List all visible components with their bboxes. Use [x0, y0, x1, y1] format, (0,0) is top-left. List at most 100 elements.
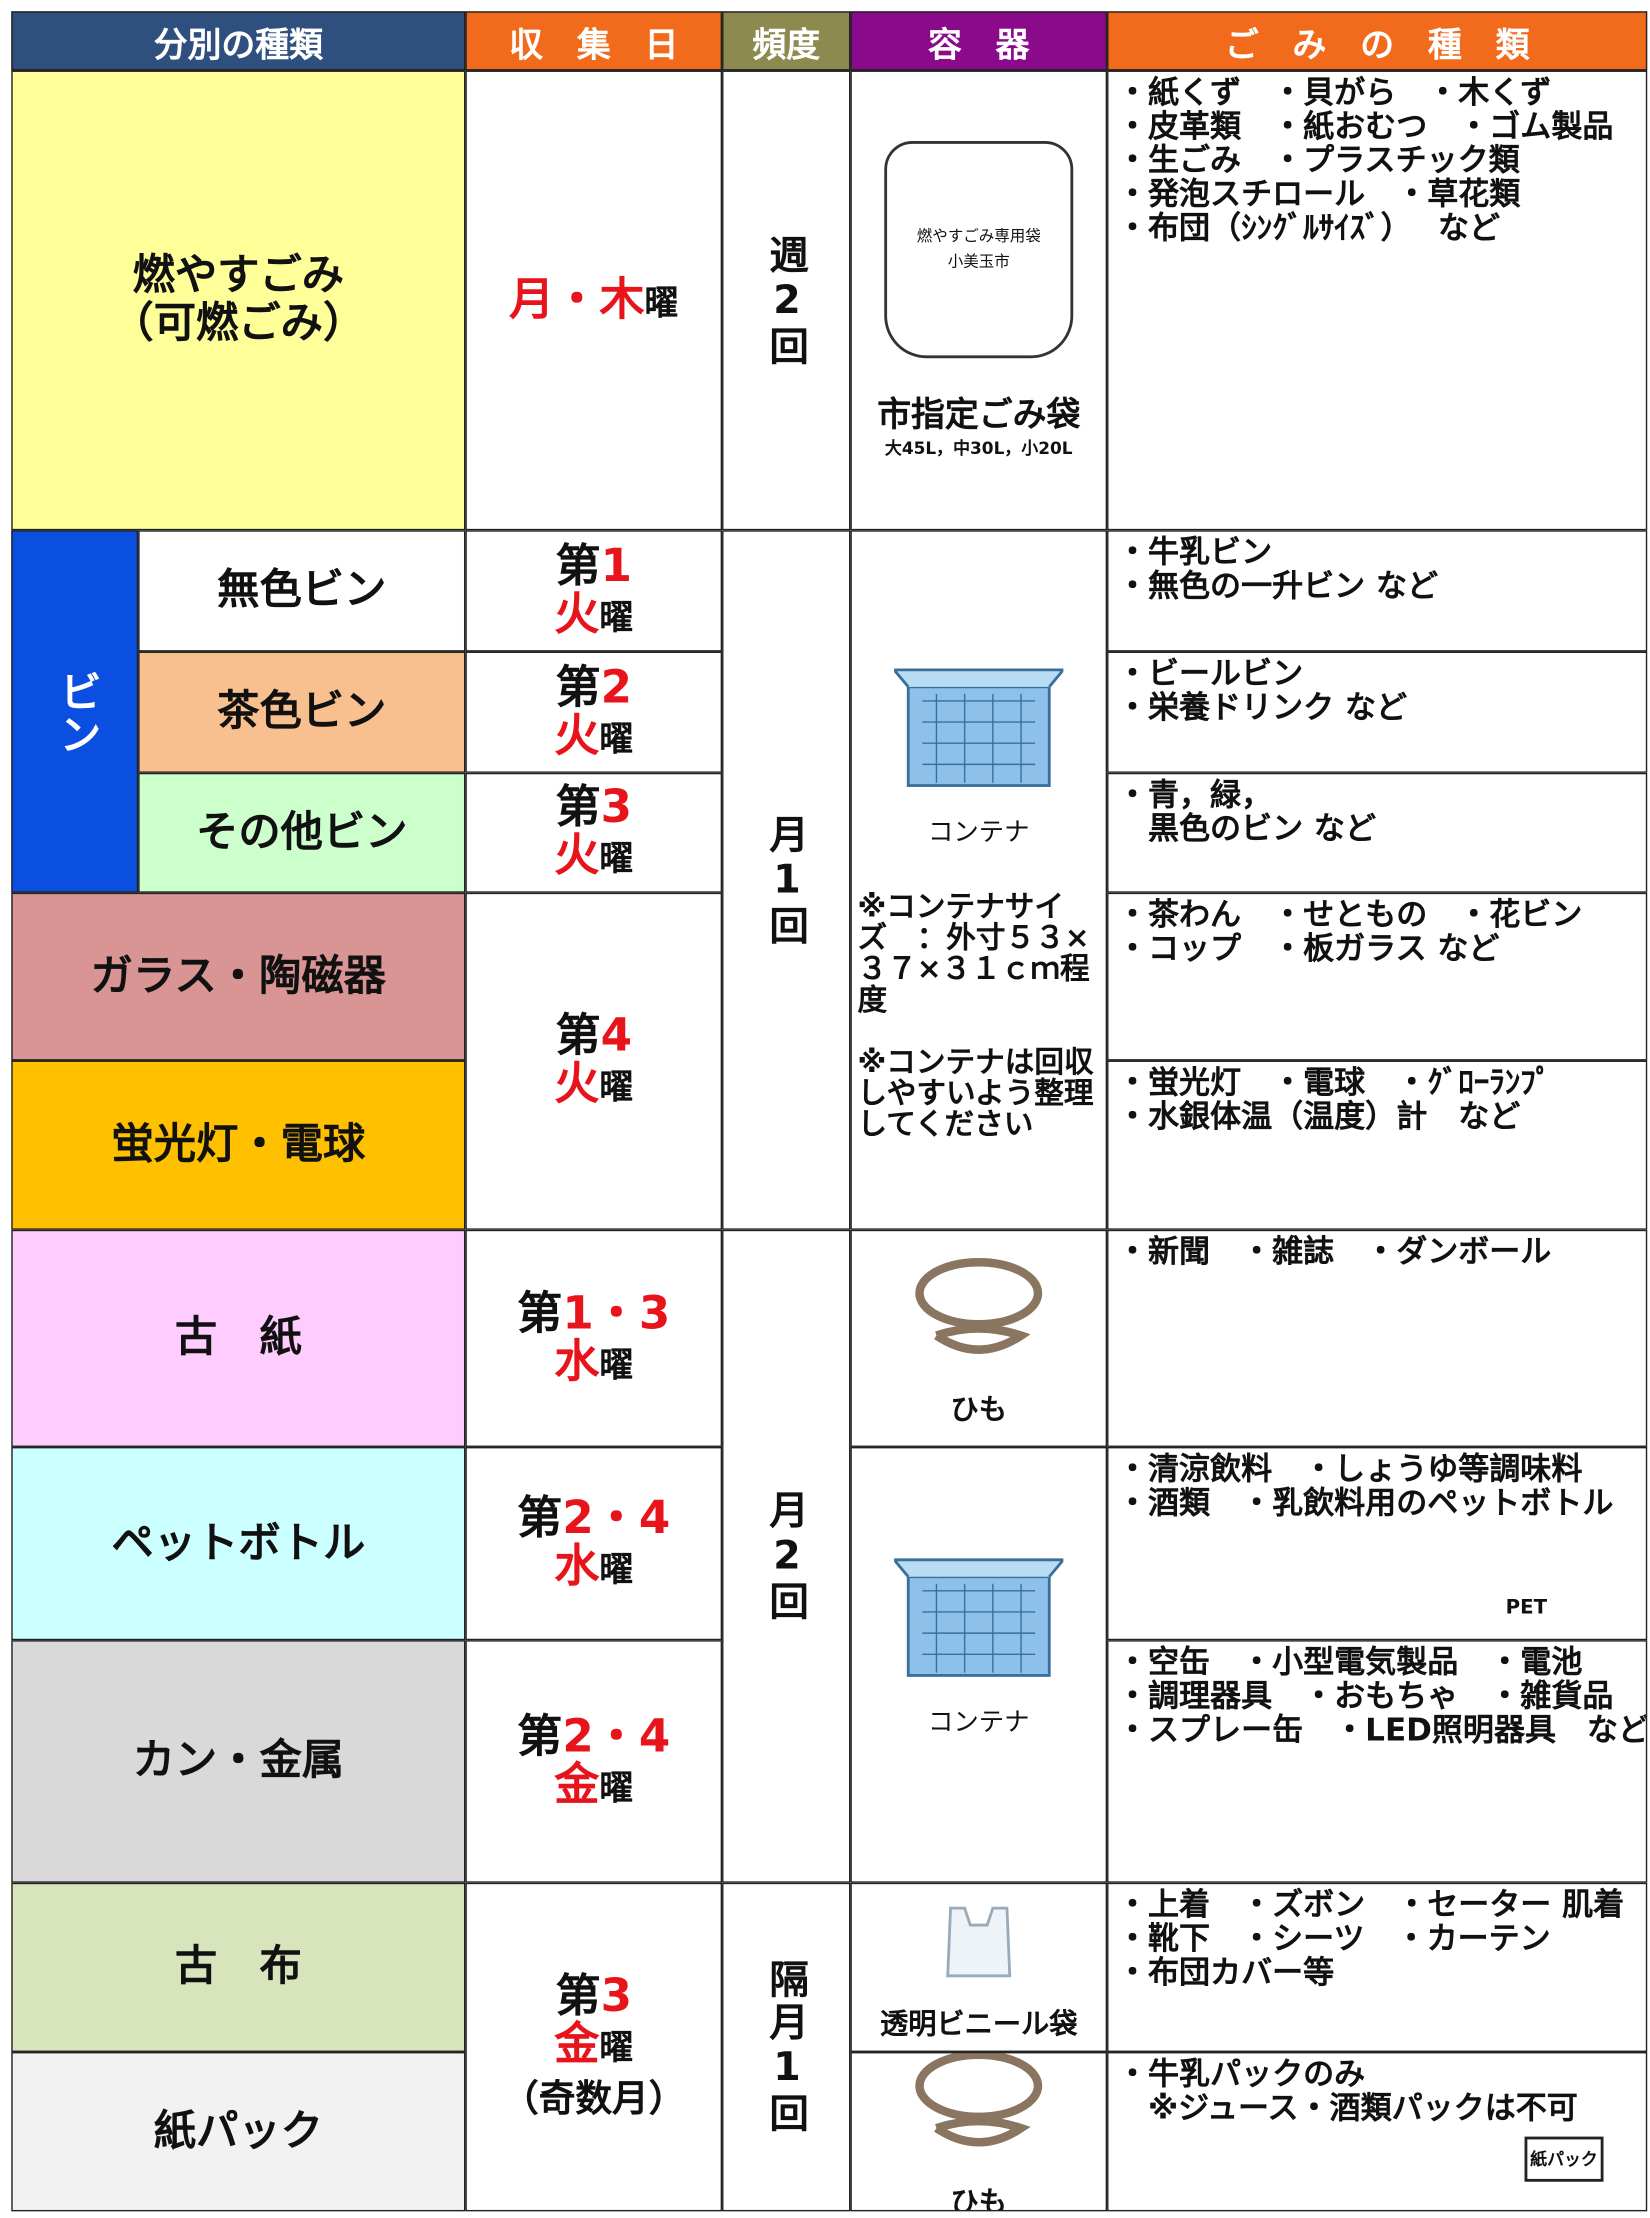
bin-group-label: ビン: [50, 669, 101, 754]
header-cell: ご み の 種 類: [1107, 11, 1648, 71]
schedule-text: 第: [555, 538, 601, 592]
category-cell: 蛍光灯・電球: [11, 1060, 466, 1230]
header-cell: 容 器: [850, 11, 1108, 71]
items-cell: ・牛乳パックのみ ※ジュース・酒類パックは不可 紙パック: [1107, 2051, 1648, 2212]
pet-mark: PET: [1505, 1596, 1548, 1620]
schedule-line: 金曜: [554, 2019, 633, 2071]
schedule-text: 曜: [599, 839, 634, 879]
items-cell: ・上着 ・ズボン ・セーター 肌着 ・靴下 ・シーツ ・カーテン ・布団カバー等: [1107, 1882, 1648, 2052]
container-note: ※コンテナサイズ ：外寸５３×３７×３１ｃｍ程度 ※コンテナは回収しやすいよう整…: [857, 889, 1094, 1141]
container-cell: コンテナ ※コンテナサイズ ：外寸５３×３７×３１ｃｍ程度 ※コンテナは回収しやす…: [850, 530, 1108, 1230]
container-cell: ひも: [850, 2051, 1108, 2212]
schedule-text: 1・3: [562, 1285, 671, 1340]
item-line: ・水銀体温（温度）計 など: [1116, 1100, 1521, 1136]
container-cell: 透明ビニール袋: [850, 1882, 1108, 2052]
frequency-cell: 月1回: [722, 530, 851, 1230]
item-line: ・清涼飲料 ・しょうゆ等調味料: [1116, 1452, 1583, 1488]
schedule-text: 第: [555, 1008, 601, 1062]
category-name: ペットボトル: [111, 1518, 366, 1568]
items-cell: ・新聞 ・雑誌 ・ダンボール: [1107, 1229, 1648, 1447]
item-line: ・栄養ドリンク など: [1116, 691, 1408, 727]
schedule-text: 火: [554, 707, 600, 761]
schedule-line: 水曜: [554, 1541, 633, 1593]
schedule-cell: 第1 火曜: [465, 530, 723, 652]
schedule-cell: 第2 火曜: [465, 651, 723, 773]
schedule-text: 第: [517, 1490, 563, 1545]
items-cell: ・紙くず ・貝がら ・木くず ・皮革類 ・紙おむつ ・ゴム製品 ・生ごみ ・プラスチ…: [1107, 70, 1648, 531]
schedule-text: 火: [554, 827, 600, 882]
schedule-text: （奇数月）: [502, 2078, 686, 2121]
item-line: ・新聞 ・雑誌 ・ダンボール: [1116, 1235, 1552, 1271]
item-line: ・上着 ・ズボン ・セーター 肌着: [1116, 1888, 1625, 1924]
illustration: [936, 1893, 1021, 1986]
category-cell: 無色ビン: [138, 530, 466, 652]
schedule-text: 曜: [599, 1067, 634, 1108]
item-line: ・ビールビン: [1116, 657, 1304, 693]
category-name: 古 布: [174, 1941, 302, 1992]
items-cell: ・青，緑， 黒色のビン など: [1107, 772, 1648, 893]
bag: 燃やすごみ専用袋 小美玉市: [884, 141, 1074, 359]
schedule-line: 第3: [555, 1971, 632, 2019]
schedule-text: 4: [600, 1008, 633, 1062]
schedule-text: 曜: [599, 1344, 634, 1385]
frequency-text: 隔月1回: [763, 1958, 811, 2136]
schedule-line: 第1: [555, 541, 632, 589]
item-line: ・布団（ｼﾝｸﾞﾙｻｲｽﾞ） など: [1116, 211, 1501, 247]
schedule-text: 水: [554, 1538, 600, 1593]
schedule-line: 水曜: [554, 1336, 633, 1388]
schedule-text: 3: [600, 779, 633, 834]
illustration: [908, 2053, 1049, 2164]
category-cell: その他ビン: [138, 772, 466, 893]
frequency-text: 月2回: [763, 1489, 811, 1624]
item-line: ・空缶 ・小型電気製品 ・電池: [1116, 1645, 1583, 1682]
bag-text: 燃やすごみ専用袋: [916, 227, 1041, 246]
item-line: ・コップ ・板ガラス など: [1116, 932, 1500, 968]
container-cell: ひも: [850, 1229, 1108, 1447]
schedule-text: 1: [600, 538, 633, 592]
header-text: 収 集 日: [509, 24, 679, 65]
category-cell: ガラス・陶磁器: [11, 892, 466, 1061]
schedule-line: 第3: [555, 783, 632, 831]
bag-text: 小美玉市: [947, 252, 1010, 271]
schedule-line: 第1・3: [517, 1288, 670, 1336]
category-name: 無色ビン: [217, 565, 387, 615]
schedule-cell: 第4 火曜: [465, 892, 723, 1230]
schedule-text: 曜: [644, 282, 679, 323]
container-cell: コンテナ: [850, 1446, 1108, 1883]
item-line: ・布団カバー等: [1116, 1956, 1335, 1992]
frequency-cell: 週2回: [722, 70, 851, 531]
item-line: ・調理器具 ・おもちゃ ・雑貨品: [1116, 1679, 1614, 1715]
schedule-text: 曜: [599, 597, 634, 637]
category-name: 茶色ビン: [217, 686, 387, 737]
schedule-line: 第2・4: [517, 1494, 670, 1542]
item-line: 黒色のビン など: [1116, 812, 1376, 848]
icon: [915, 1257, 1043, 1354]
schedule-text: 曜: [599, 2027, 634, 2067]
item-line: ・牛乳パックのみ: [1116, 2057, 1366, 2093]
illustration: [891, 659, 1067, 801]
schedule-line: 第4: [555, 1011, 632, 1059]
illustration: [891, 1549, 1067, 1691]
category-cell: 燃やすごみ （可燃ごみ）: [11, 70, 466, 531]
schedule-text: 2・4: [562, 1708, 671, 1763]
schedule-line: 金曜: [554, 1759, 633, 1811]
item-line: ・スプレー缶 ・LED照明器具 など: [1116, 1713, 1648, 1749]
category-name: 古 紙: [174, 1312, 302, 1363]
frequency-text: 月1回: [763, 813, 811, 948]
category-cell: 紙パック: [11, 2051, 466, 2212]
header-text: 分別の種類: [153, 24, 323, 65]
schedule-line: 月・木曜: [509, 274, 678, 326]
container-label: ひも: [950, 1391, 1007, 1426]
schedule-text: 2・4: [562, 1490, 671, 1545]
container-label: ひも: [950, 2184, 1007, 2212]
schedule-cell: 第1・3 水曜: [465, 1229, 723, 1447]
schedule-text: 水: [554, 1333, 600, 1388]
schedule-text: 金: [554, 1756, 600, 1811]
item-line: ・靴下 ・シーツ ・カーテン: [1116, 1922, 1551, 1958]
item-line: ・酒類 ・乳飲料用のペットボトル: [1116, 1486, 1614, 1522]
item-line: ・蛍光灯 ・電球 ・ｸﾞﾛｰﾗﾝﾌﾟ: [1116, 1066, 1552, 1102]
category-cell: 茶色ビン: [138, 651, 466, 773]
category-cell: カン・金属: [11, 1640, 466, 1883]
